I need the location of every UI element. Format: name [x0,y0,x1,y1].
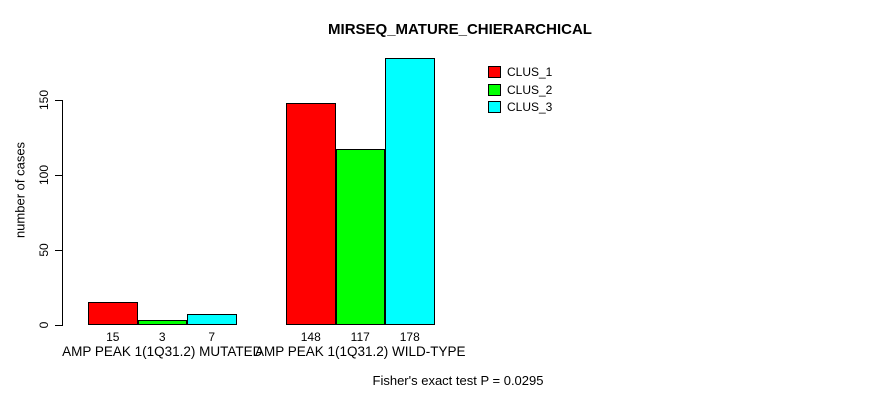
category-label: AMP PEAK 1(1Q31.2) MUTATED [62,344,263,359]
bar-value-label: 178 [399,330,420,344]
y-axis-tick [55,249,62,251]
bar-clus_1-group2 [286,102,336,325]
bar-value-label: 117 [350,330,370,344]
legend-swatch-clus_1 [488,66,501,78]
y-axis-line [62,99,63,326]
legend-swatch-clus_3 [488,101,501,113]
bar-clus_2-group2 [335,149,385,325]
y-axis-tick-label: 150 [37,89,51,110]
y-axis-tick [55,99,62,101]
bar-clus_3-group1 [187,314,237,325]
y-axis-tick-label: 100 [37,164,51,185]
bar-clus_3-group2 [385,57,435,325]
bar-value-label: 3 [158,330,166,344]
legend-label-clus_2: CLUS_2 [507,82,553,97]
y-axis-label: number of cases [12,141,28,239]
bar-clus_2-group1 [137,320,187,325]
bar-value-label: 148 [300,330,321,344]
chart-title: MIRSEQ_MATURE_CHIERARCHICAL [328,21,592,38]
y-axis-tick [55,174,62,176]
bar-value-label: 7 [208,330,216,344]
y-axis-tick-label: 50 [37,242,51,257]
legend-swatch-clus_2 [488,83,501,96]
legend-label-clus_3: CLUS_3 [507,100,553,114]
y-axis-tick [55,324,62,326]
legend-label-clus_1: CLUS_1 [507,65,553,79]
annotation-text: Fisher's exact test P = 0.0295 [372,373,544,388]
category-label: AMP PEAK 1(1Q31.2) WILD-TYPE [254,344,466,359]
y-axis-tick-label: 0 [37,321,51,328]
bar-clus_1-group1 [88,302,138,325]
bar-value-label: 15 [106,330,120,344]
